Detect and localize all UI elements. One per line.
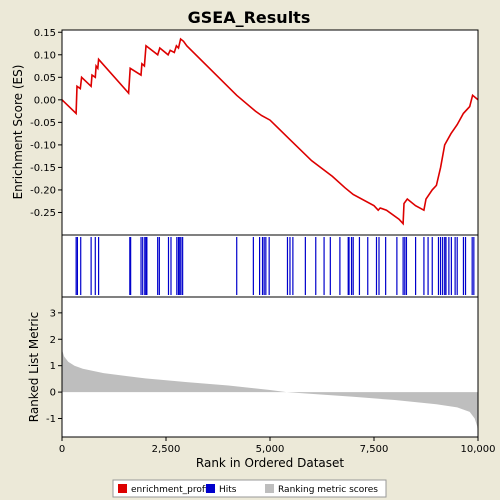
x-tick-label: 10,000	[461, 444, 496, 455]
es-y-tick-label: 0.00	[34, 95, 56, 106]
legend: enrichment_profile Hits Ranking metric sco…	[112, 479, 387, 498]
rank-y-tick-label: -1	[46, 414, 56, 425]
enrichment-profile-line	[61, 37, 479, 226]
es-y-tick-label: -0.25	[30, 208, 56, 219]
es-y-axis-label: Enrichment Score (ES)	[11, 65, 25, 200]
x-axis-label: Rank in Ordered Dataset	[196, 456, 344, 470]
es-y-tick-label: 0.15	[34, 28, 56, 39]
x-tick-label: 5,000	[256, 444, 285, 455]
hits-plot-area	[62, 235, 478, 297]
x-tick-label: 2,500	[152, 444, 181, 455]
x-tick-label: 7,500	[360, 444, 389, 455]
es-y-tick-label: -0.20	[30, 185, 56, 196]
x-ticks: 0 2,500 5,000 7,500 10,000	[59, 437, 496, 455]
legend-label: enrichment_profile	[131, 485, 216, 495]
legend-label: Hits	[219, 485, 237, 495]
ranking-metric-area	[62, 349, 478, 433]
enrichment-panel: 0.15 0.10 0.05 0.00 -0.05 -0.10 -0.15 -0.20 -0.2…	[11, 28, 479, 236]
rank-y-tick-label: 3	[50, 308, 56, 319]
rank-y-tick-label: 2	[50, 335, 56, 346]
es-y-tick-label: -0.05	[30, 118, 56, 129]
rank-y-tick-label: 0	[50, 388, 56, 399]
chart-title: GSEA_Results	[188, 8, 311, 27]
rank-y-ticks: 3 2 1 0 -1	[46, 308, 62, 425]
ranking-panel: 3 2 1 0 -1 Ranked List Metric 0 2,500 5,000 7,5…	[27, 296, 496, 470]
enrichment-plot-area	[62, 30, 478, 235]
legend-swatch	[118, 484, 127, 493]
legend-label: Ranking metric scores	[278, 485, 378, 495]
hit-markers	[75, 237, 475, 295]
rank-y-tick-label: 1	[50, 361, 56, 372]
es-y-tick-label: -0.15	[30, 163, 56, 174]
legend-swatch	[206, 484, 215, 493]
es-y-ticks: 0.15 0.10 0.05 0.00 -0.05 -0.10 -0.15 -0.20 -0.2…	[30, 28, 62, 219]
hits-panel	[61, 234, 479, 298]
ranking-plot-area	[62, 297, 478, 437]
rank-y-axis-label: Ranked List Metric	[27, 312, 41, 422]
es-y-tick-label: 0.05	[34, 73, 56, 84]
legend-box	[112, 479, 387, 498]
legend-swatch	[265, 484, 274, 493]
es-y-tick-label: 0.10	[34, 50, 56, 61]
x-tick-label: 0	[59, 444, 65, 455]
es-y-tick-label: -0.10	[30, 140, 56, 151]
